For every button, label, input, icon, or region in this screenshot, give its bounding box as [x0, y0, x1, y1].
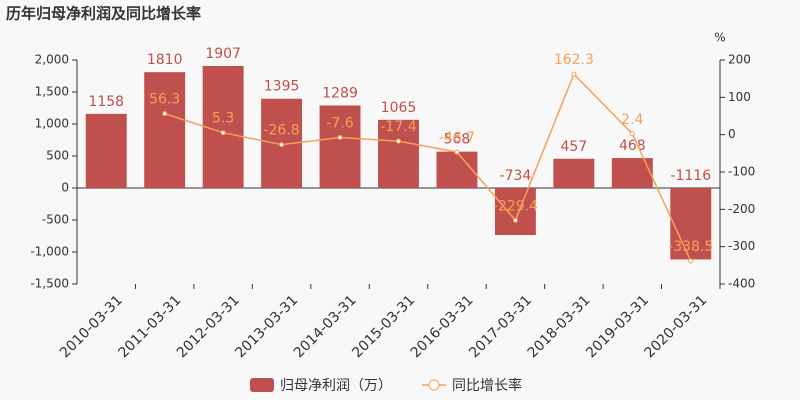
y2-tick-label: 0 [728, 127, 736, 141]
bar [670, 188, 712, 260]
bar-value-label: 1907 [205, 46, 241, 62]
line-value-label: 2.4 [621, 112, 643, 128]
y-tick-label: -1,000 [30, 245, 69, 259]
y2-tick-label: 200 [728, 53, 751, 67]
bar-value-label: 468 [619, 138, 646, 154]
y-tick-label: 1,500 [35, 85, 69, 99]
line-point [454, 149, 460, 155]
line-value-label: -7.6 [326, 116, 353, 132]
line-value-label: 5.3 [212, 111, 234, 127]
line-point [396, 138, 401, 144]
legend-swatch [250, 378, 274, 392]
chart-title: 历年归母净利润及同比增长率 [6, 5, 201, 23]
line-point [337, 135, 343, 141]
y2-tick-label: -400 [728, 277, 755, 291]
legend-label: 归母净利润（万） [280, 377, 392, 394]
line-value-label: -26.8 [263, 123, 299, 139]
y2-tick-label: 100 [728, 90, 751, 104]
y-tick-label: -1,500 [30, 277, 69, 291]
bar-value-label: 568 [444, 132, 471, 148]
legend-label: 同比增长率 [452, 377, 522, 394]
bar-value-label: 1065 [381, 100, 417, 116]
bar-value-label: -1116 [670, 168, 711, 184]
y2-tick-label: -300 [728, 239, 755, 253]
line-point [512, 217, 518, 223]
line-point [571, 71, 577, 77]
line-point [629, 131, 635, 137]
x-tick-label: 2020-03-31 [642, 292, 711, 361]
bar [611, 158, 653, 188]
y-tick-label: -500 [42, 213, 69, 227]
bar [378, 119, 419, 188]
y-tick-label: 500 [46, 149, 69, 163]
line-point [279, 142, 285, 148]
y-tick-label: 1,000 [35, 117, 69, 131]
bar-value-label: 1810 [147, 52, 183, 68]
line-point [162, 111, 168, 117]
y2-tick-label: -200 [728, 202, 755, 216]
bar [144, 72, 186, 188]
line-point [220, 130, 226, 136]
line-value-label: -17.4 [380, 119, 416, 135]
bar [202, 65, 244, 188]
bar [494, 188, 536, 235]
y2-tick-label: -100 [728, 165, 755, 179]
line-value-label: 56.3 [149, 92, 180, 108]
bar [319, 105, 361, 188]
y2-axis-unit: % [714, 31, 725, 45]
line-point [688, 258, 694, 264]
bar-value-label: -734 [500, 168, 532, 184]
line-value-label: -229.4 [493, 198, 538, 214]
bar-value-label: 1289 [322, 86, 358, 102]
bar-value-label: 1395 [264, 79, 300, 95]
line-value-label: -46.7 [439, 130, 475, 146]
bar [553, 158, 595, 188]
bar-value-label: 1158 [88, 94, 124, 110]
bar-value-label: 457 [560, 139, 587, 155]
line [164, 72, 692, 262]
y-tick-label: 2,000 [35, 53, 69, 67]
legend-swatch-point [428, 379, 440, 391]
bar [436, 151, 478, 188]
y-tick-label: 0 [61, 181, 69, 195]
bar [85, 113, 127, 188]
line-value-label: 162.3 [554, 52, 594, 68]
line-value-label: -338.5 [668, 239, 713, 255]
